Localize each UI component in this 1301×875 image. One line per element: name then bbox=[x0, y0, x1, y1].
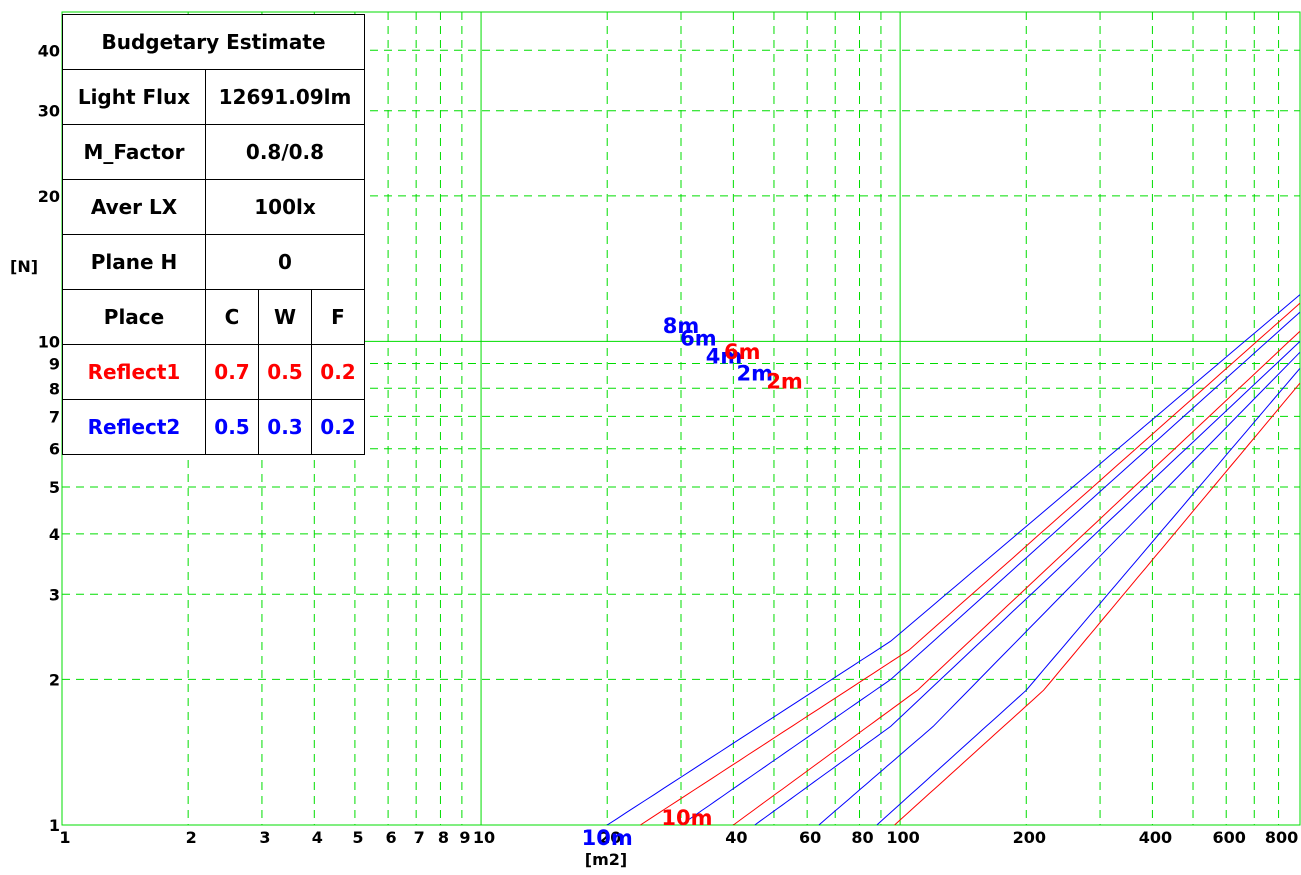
reflect2-f: 0.2 bbox=[311, 399, 365, 455]
y-tick-label: 30 bbox=[38, 102, 60, 121]
info-label: M_Factor bbox=[62, 124, 206, 180]
x-axis-label: [m2] bbox=[585, 850, 627, 869]
place-label: Place bbox=[62, 289, 206, 345]
info-value: 100lx bbox=[205, 179, 365, 235]
info-value: 0.8/0.8 bbox=[205, 124, 365, 180]
reflect1-label: Reflect1 bbox=[62, 344, 206, 400]
x-tick-label: 9 bbox=[459, 828, 470, 847]
series-line bbox=[894, 382, 1301, 826]
x-tick-label: 400 bbox=[1139, 828, 1172, 847]
reflect1-f: 0.2 bbox=[311, 344, 365, 400]
series-line bbox=[876, 367, 1301, 826]
place-col-w: W bbox=[258, 289, 312, 345]
curve-label: 4m bbox=[706, 345, 743, 369]
info-title: Budgetary Estimate bbox=[62, 14, 365, 70]
y-tick-label: 20 bbox=[38, 187, 60, 206]
reflect2-w: 0.3 bbox=[258, 399, 312, 455]
x-tick-label: 2 bbox=[186, 828, 197, 847]
x-tick-label: 600 bbox=[1213, 828, 1246, 847]
y-tick-label: 3 bbox=[49, 585, 60, 604]
reflect2-c: 0.5 bbox=[205, 399, 259, 455]
x-tick-label: 6 bbox=[386, 828, 397, 847]
curve-label: 2m bbox=[737, 362, 774, 386]
series-line bbox=[640, 302, 1301, 826]
x-tick-label: 80 bbox=[851, 828, 873, 847]
y-tick-label: 8 bbox=[49, 379, 60, 398]
series-line bbox=[754, 341, 1301, 826]
x-tick-label: 4 bbox=[312, 828, 323, 847]
series-line bbox=[680, 311, 1301, 826]
curve-label: 10m bbox=[661, 806, 712, 830]
y-tick-label: 10 bbox=[38, 332, 60, 351]
reflect1-w: 0.5 bbox=[258, 344, 312, 400]
curve-label: 10m bbox=[582, 826, 633, 850]
reflect2-label: Reflect2 bbox=[62, 399, 206, 455]
y-axis-label: [N] bbox=[10, 257, 38, 276]
series-line bbox=[606, 294, 1301, 826]
place-col-f: F bbox=[311, 289, 365, 345]
series-line bbox=[733, 330, 1301, 826]
info-label: Aver LX bbox=[62, 179, 206, 235]
curve-label: 6m bbox=[680, 327, 717, 351]
y-tick-label: 40 bbox=[38, 41, 60, 60]
info-table: Budgetary Estimate Light Flux 12691.09lm… bbox=[62, 14, 365, 455]
place-col-c: C bbox=[205, 289, 259, 345]
y-tick-label: 6 bbox=[49, 440, 60, 459]
info-label: Plane H bbox=[62, 234, 206, 290]
x-tick-label: 800 bbox=[1265, 828, 1298, 847]
reflect1-c: 0.7 bbox=[205, 344, 259, 400]
x-tick-label: 200 bbox=[1013, 828, 1046, 847]
info-value: 0 bbox=[205, 234, 365, 290]
x-tick-label: 100 bbox=[886, 828, 919, 847]
y-tick-label: 7 bbox=[49, 407, 60, 426]
series-line bbox=[818, 351, 1301, 826]
y-tick-label: 1 bbox=[49, 816, 60, 835]
y-tick-label: 2 bbox=[49, 670, 60, 689]
x-tick-label: 3 bbox=[259, 828, 270, 847]
x-tick-label: 1 bbox=[59, 828, 70, 847]
curve-label: 8m bbox=[663, 314, 700, 338]
y-tick-label: 9 bbox=[49, 355, 60, 374]
info-label: Light Flux bbox=[62, 69, 206, 125]
x-tick-label: 60 bbox=[799, 828, 821, 847]
x-tick-label: 7 bbox=[414, 828, 425, 847]
x-tick-label: 5 bbox=[352, 828, 363, 847]
y-tick-label: 4 bbox=[49, 525, 60, 544]
x-tick-label: 20 bbox=[599, 828, 621, 847]
curve-label: 6m bbox=[724, 340, 761, 364]
x-tick-label: 10 bbox=[473, 828, 495, 847]
info-value: 12691.09lm bbox=[205, 69, 365, 125]
x-tick-label: 40 bbox=[725, 828, 747, 847]
y-tick-label: 5 bbox=[49, 478, 60, 497]
curve-label: 2m bbox=[766, 369, 803, 393]
x-tick-label: 8 bbox=[438, 828, 449, 847]
